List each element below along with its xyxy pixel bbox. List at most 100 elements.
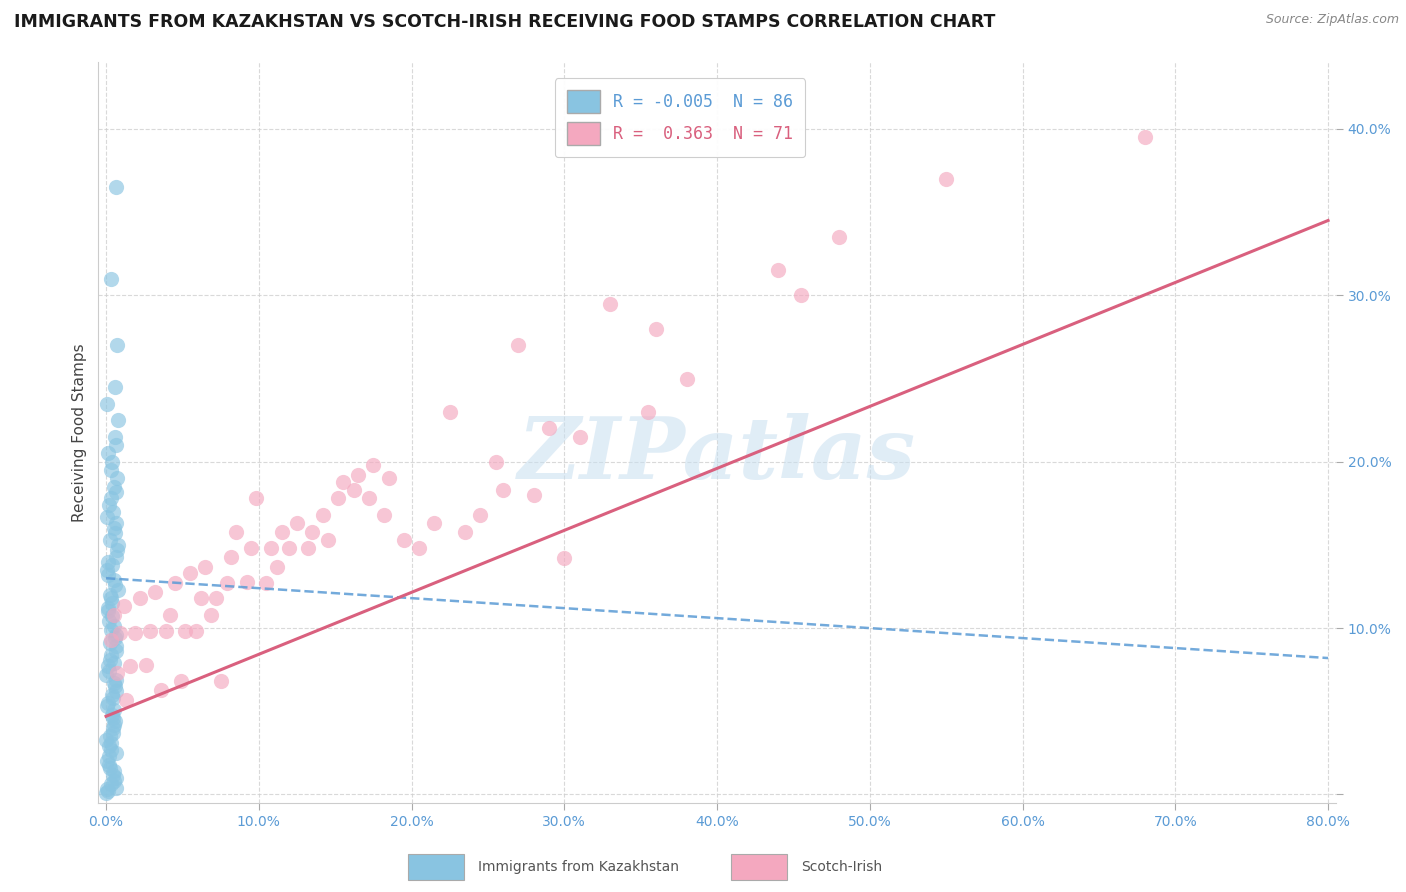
Point xyxy=(96,699,118,714)
Text: IMMIGRANTS FROM KAZAKHSTAN VS SCOTCH-IRISH RECEIVING FOOD STAMPS CORRELATION CHA: IMMIGRANTS FROM KAZAKHSTAN VS SCOTCH-IRI… xyxy=(14,13,995,31)
Point xyxy=(98,636,121,650)
Point xyxy=(103,703,125,717)
Point xyxy=(103,480,125,494)
Point xyxy=(260,541,283,556)
Point xyxy=(508,338,530,352)
Point xyxy=(100,736,122,750)
Point xyxy=(97,567,120,582)
Point xyxy=(105,666,128,681)
Point xyxy=(155,624,177,639)
Point xyxy=(221,549,243,564)
Point xyxy=(454,524,477,539)
Point xyxy=(97,784,120,798)
Point xyxy=(637,405,659,419)
Point xyxy=(96,396,118,410)
Point xyxy=(278,541,301,556)
Point xyxy=(104,714,127,729)
Point xyxy=(363,458,385,472)
Point xyxy=(235,574,257,589)
Point xyxy=(347,468,370,483)
Point xyxy=(935,172,957,186)
Text: Scotch-Irish: Scotch-Irish xyxy=(801,860,883,874)
Point xyxy=(96,563,118,577)
Point xyxy=(105,484,128,499)
Point xyxy=(423,516,446,531)
Point xyxy=(215,576,238,591)
Point xyxy=(100,533,122,547)
Point xyxy=(97,498,120,512)
Point xyxy=(97,446,120,460)
Point xyxy=(98,757,121,772)
Point xyxy=(209,674,232,689)
Point xyxy=(96,786,118,800)
Point xyxy=(100,591,122,606)
Point xyxy=(100,623,122,637)
Point xyxy=(100,271,122,285)
Point xyxy=(103,656,125,670)
Point xyxy=(186,624,208,639)
Point xyxy=(357,491,380,506)
Point xyxy=(124,626,146,640)
Point xyxy=(225,524,247,539)
Point xyxy=(97,696,120,710)
Point xyxy=(645,321,668,335)
Point xyxy=(97,659,120,673)
Point xyxy=(97,749,120,764)
Point xyxy=(190,591,212,606)
Point xyxy=(101,596,124,610)
Point xyxy=(107,538,129,552)
Point xyxy=(101,609,124,624)
Point xyxy=(100,742,122,756)
Point xyxy=(100,648,122,662)
Text: Immigrants from Kazakhstan: Immigrants from Kazakhstan xyxy=(478,860,679,874)
Point xyxy=(100,455,122,469)
Point xyxy=(107,582,129,597)
Point xyxy=(108,626,131,640)
Point xyxy=(97,601,120,615)
Point xyxy=(675,371,697,385)
Point xyxy=(377,471,399,485)
Point xyxy=(439,405,461,419)
Point xyxy=(392,533,415,547)
Point xyxy=(103,717,125,731)
Point xyxy=(194,559,217,574)
Point xyxy=(103,774,125,789)
Point xyxy=(97,665,120,679)
Point xyxy=(104,684,127,698)
Point xyxy=(103,521,125,535)
Point xyxy=(135,657,157,672)
Point xyxy=(104,438,127,452)
Point xyxy=(790,288,813,302)
Point xyxy=(104,526,127,541)
Point xyxy=(179,566,201,581)
Point xyxy=(159,607,181,622)
Point xyxy=(101,690,124,705)
Point xyxy=(470,508,492,522)
Point xyxy=(112,599,135,614)
Point xyxy=(256,576,278,591)
Point xyxy=(537,421,560,435)
Point xyxy=(103,380,125,394)
Point xyxy=(100,688,122,702)
Point xyxy=(104,771,127,785)
Point xyxy=(98,729,121,743)
Point xyxy=(163,576,186,591)
Point xyxy=(312,508,335,522)
Point xyxy=(174,624,197,639)
Point xyxy=(101,721,124,735)
Point xyxy=(97,605,120,619)
Legend: R = -0.005  N = 86, R =  0.363  N = 71: R = -0.005 N = 86, R = 0.363 N = 71 xyxy=(555,78,806,157)
Point xyxy=(103,764,125,779)
Point xyxy=(97,739,120,754)
Point xyxy=(408,541,430,556)
Point xyxy=(240,541,263,556)
Point xyxy=(599,296,621,310)
Point xyxy=(120,659,142,673)
Y-axis label: Receiving Food Stamps: Receiving Food Stamps xyxy=(72,343,87,522)
Point xyxy=(96,754,118,768)
Point xyxy=(105,542,128,557)
Point xyxy=(115,692,138,706)
Point xyxy=(328,491,350,506)
Point xyxy=(105,640,128,654)
Point xyxy=(100,558,122,572)
